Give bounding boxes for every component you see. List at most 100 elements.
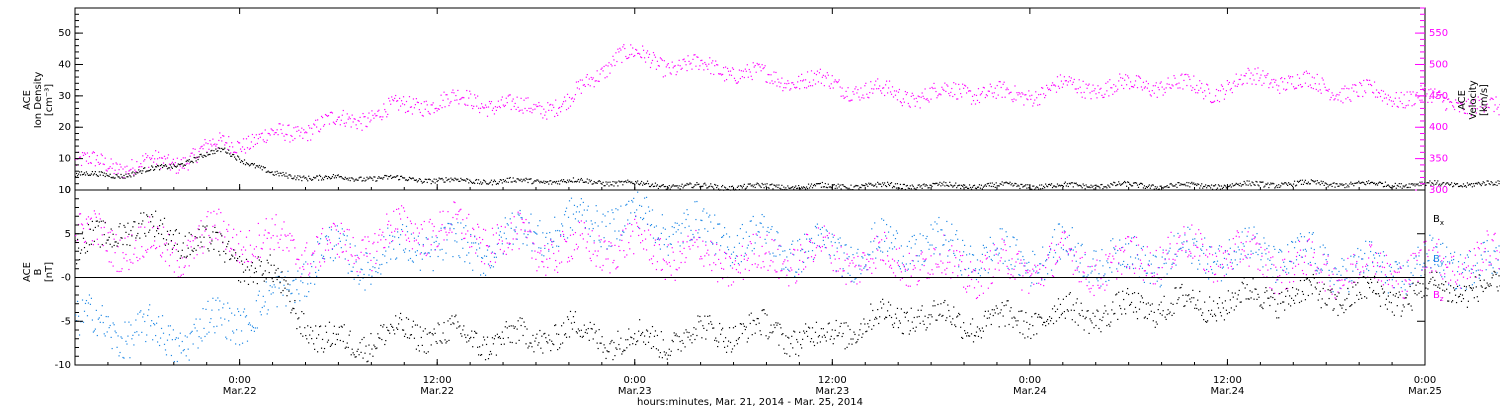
velocity-point <box>790 88 792 90</box>
velocity-point <box>552 104 554 106</box>
density-point <box>1321 182 1323 184</box>
bz-point <box>93 210 95 212</box>
velocity-point <box>136 161 138 163</box>
bz-point <box>300 276 302 278</box>
density-point <box>1496 184 1498 186</box>
density-point <box>1404 185 1406 187</box>
bz-point <box>1464 257 1467 259</box>
density-point <box>841 184 843 186</box>
density-point <box>1271 183 1273 185</box>
density-point <box>117 176 119 178</box>
bz-point <box>449 229 451 231</box>
velocity-point <box>1199 80 1201 82</box>
bz-point <box>675 268 677 270</box>
density-point <box>1429 180 1431 182</box>
bz-point <box>1416 259 1418 262</box>
bz-point <box>307 263 309 265</box>
by-point <box>101 305 103 307</box>
density-point <box>361 180 363 182</box>
velocity-point <box>1220 84 1223 86</box>
bz-point <box>491 227 494 229</box>
density-point <box>861 184 863 186</box>
velocity-point <box>871 88 873 90</box>
density-point <box>507 181 509 183</box>
by-point <box>123 357 125 359</box>
density-point <box>1049 184 1052 186</box>
velocity-point <box>1450 101 1452 103</box>
density-point <box>965 186 967 188</box>
bz-point <box>622 229 624 231</box>
density-point <box>487 183 490 185</box>
velocity-point <box>844 96 846 98</box>
bz-point <box>732 281 735 283</box>
bz-point <box>324 249 327 251</box>
density-point <box>149 169 151 172</box>
density-point <box>984 184 986 186</box>
density-point <box>484 181 487 183</box>
bz-point <box>513 216 515 218</box>
velocity-point <box>1431 101 1433 103</box>
density-point <box>378 176 380 178</box>
by-point <box>111 347 113 350</box>
density-point <box>1482 181 1484 183</box>
velocity-point <box>1382 90 1385 92</box>
bz-point <box>314 250 316 252</box>
bz-point <box>937 263 939 266</box>
density-point <box>767 186 769 189</box>
bz-point <box>201 234 203 236</box>
by-point <box>403 251 406 253</box>
density-point <box>747 183 749 185</box>
density-point <box>485 183 488 185</box>
density-point <box>1020 183 1022 186</box>
bz-point <box>1463 268 1466 270</box>
velocity-point <box>1047 87 1049 89</box>
density-point <box>333 177 335 179</box>
bz-point <box>1487 234 1489 236</box>
velocity-point <box>657 65 659 67</box>
density-point <box>742 185 744 187</box>
velocity-point <box>380 116 382 118</box>
density-point <box>85 171 88 173</box>
velocity-point <box>603 65 605 68</box>
density-point <box>778 184 780 186</box>
by-point <box>476 249 478 251</box>
velocity-point <box>364 116 366 118</box>
density-point <box>301 180 303 182</box>
velocity-point <box>752 62 754 64</box>
density-point <box>1258 185 1260 187</box>
density-point <box>522 179 524 181</box>
velocity-point <box>464 103 466 105</box>
bz-point <box>918 279 920 282</box>
velocity-point <box>1229 89 1231 91</box>
bz-point <box>760 267 762 269</box>
density-point <box>244 164 247 166</box>
bz-point <box>1296 251 1299 254</box>
bz-point <box>557 271 559 273</box>
by-point <box>190 331 192 334</box>
velocity-point <box>1396 105 1398 108</box>
density-point <box>1094 184 1096 187</box>
density-point <box>927 187 929 189</box>
velocity-point <box>1483 111 1485 113</box>
density-point <box>933 183 935 185</box>
density-point <box>571 181 574 183</box>
by-point <box>426 238 428 240</box>
velocity-point <box>171 161 173 163</box>
velocity-point <box>625 55 627 58</box>
density-point <box>1071 182 1073 184</box>
bz-point <box>499 248 501 251</box>
bz-point <box>717 281 719 283</box>
velocity-point <box>250 141 253 143</box>
velocity-point <box>495 109 497 111</box>
bz-point <box>271 218 273 220</box>
density-point <box>1290 184 1293 186</box>
bz-point <box>138 226 140 228</box>
density-point <box>452 178 454 180</box>
bz-point <box>1347 257 1349 260</box>
density-point <box>971 186 974 188</box>
bz-point <box>526 237 528 239</box>
velocity-point <box>337 116 339 118</box>
density-point <box>519 180 521 182</box>
density-point <box>1333 182 1335 184</box>
density-point <box>645 182 648 185</box>
